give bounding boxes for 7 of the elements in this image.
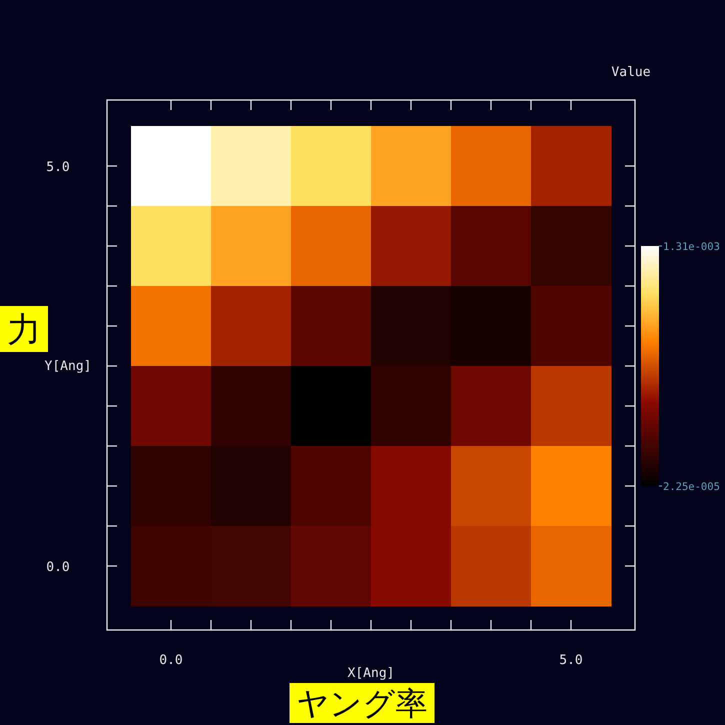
- color-bar-title: Value: [611, 65, 651, 80]
- y-axis-title: Y[Ang]: [44, 359, 92, 374]
- annotation: ヤング率: [290, 683, 434, 723]
- color-bar-label: 1.31e-003: [663, 241, 720, 253]
- x-axis-title: X[Ang]: [348, 666, 394, 681]
- color-bar-label: 2.25e-005: [663, 481, 720, 493]
- annotation: 力: [0, 306, 48, 352]
